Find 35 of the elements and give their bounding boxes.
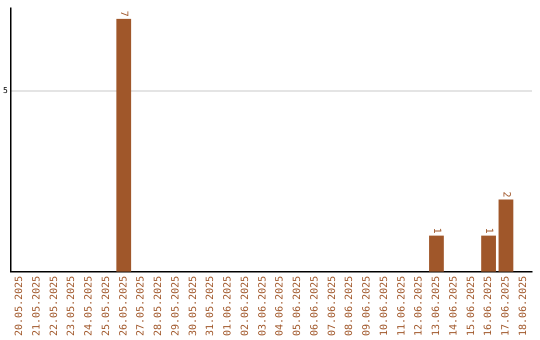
x-tick-label: 06.06.2025 [309, 276, 320, 336]
x-tick-label: 14.06.2025 [448, 276, 460, 336]
data-label: 7 [118, 10, 130, 17]
x-tick-label: 20.05.2025 [14, 276, 26, 336]
x-tick-label: 21.05.2025 [31, 276, 42, 336]
x-tick-label: 27.05.2025 [136, 276, 147, 336]
data-label: 2 [500, 191, 512, 198]
x-tick-label: 26.05.2025 [118, 276, 130, 336]
x-tick-label: 10.06.2025 [378, 276, 390, 336]
x-tick-label: 18.06.2025 [518, 276, 529, 336]
x-tick-label: 23.05.2025 [66, 276, 78, 336]
x-tick-label: 30.05.2025 [188, 276, 199, 336]
x-tick-label: 13.06.2025 [431, 276, 442, 336]
x-tick-label: 01.06.2025 [222, 276, 234, 336]
x-tick-label: 05.06.2025 [292, 276, 304, 336]
x-tick-label: 24.05.2025 [84, 276, 95, 336]
x-tick-label: 02.06.2025 [240, 276, 251, 336]
data-label: 1 [482, 228, 494, 234]
x-tick-label: 29.05.2025 [170, 276, 182, 336]
x-tick-label: 15.06.2025 [466, 276, 477, 336]
x-tick-label: 03.06.2025 [257, 276, 268, 336]
x-tick-label: 11.06.2025 [396, 276, 408, 336]
x-tick-label: 04.06.2025 [274, 276, 286, 336]
x-tick-label: 25.05.2025 [100, 276, 112, 336]
y-tick-label: 5 [2, 86, 8, 96]
x-tick-label: 07.06.2025 [326, 276, 338, 336]
x-tick-label: 22.05.2025 [48, 276, 60, 336]
x-tick-label: 09.06.2025 [362, 276, 373, 336]
x-tick-label: 08.06.2025 [344, 276, 356, 336]
x-tick-label: 31.05.2025 [205, 276, 216, 336]
x-tick-label: 28.05.2025 [153, 276, 164, 336]
data-label: 1 [430, 228, 442, 234]
x-tick-label: 12.06.2025 [414, 276, 425, 336]
x-tick-label: 17.06.2025 [500, 276, 512, 336]
x-tick-label: 16.06.2025 [483, 276, 494, 336]
